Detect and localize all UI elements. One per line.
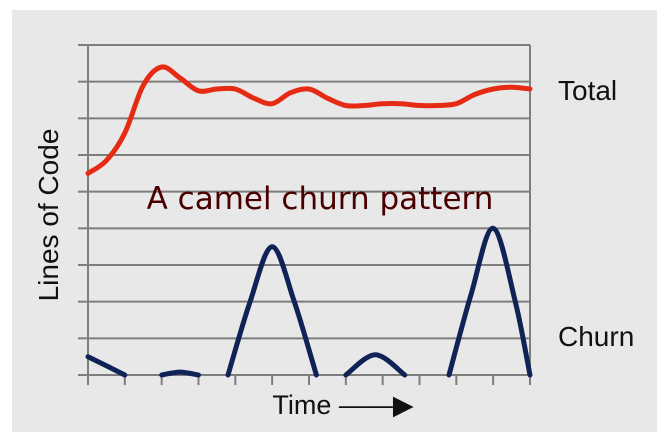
- axes: [78, 44, 531, 385]
- chart-background: [12, 10, 657, 432]
- series-lines: [85, 64, 533, 378]
- churn-segment: [343, 352, 408, 378]
- grid-lines: [88, 44, 530, 376]
- churn-segment: [225, 244, 319, 378]
- churn-segment: [85, 354, 128, 378]
- x-axis-label: Time ——▶: [272, 390, 413, 420]
- churn-segment: [446, 225, 533, 378]
- churn-segment: [159, 369, 201, 378]
- churn-series-label: Churn: [558, 321, 634, 352]
- total-line: [85, 64, 533, 176]
- chart-annotation: A camel churn pattern: [147, 181, 494, 217]
- total-series-label: Total: [558, 75, 617, 106]
- y-axis-label: Lines of Code: [33, 129, 64, 302]
